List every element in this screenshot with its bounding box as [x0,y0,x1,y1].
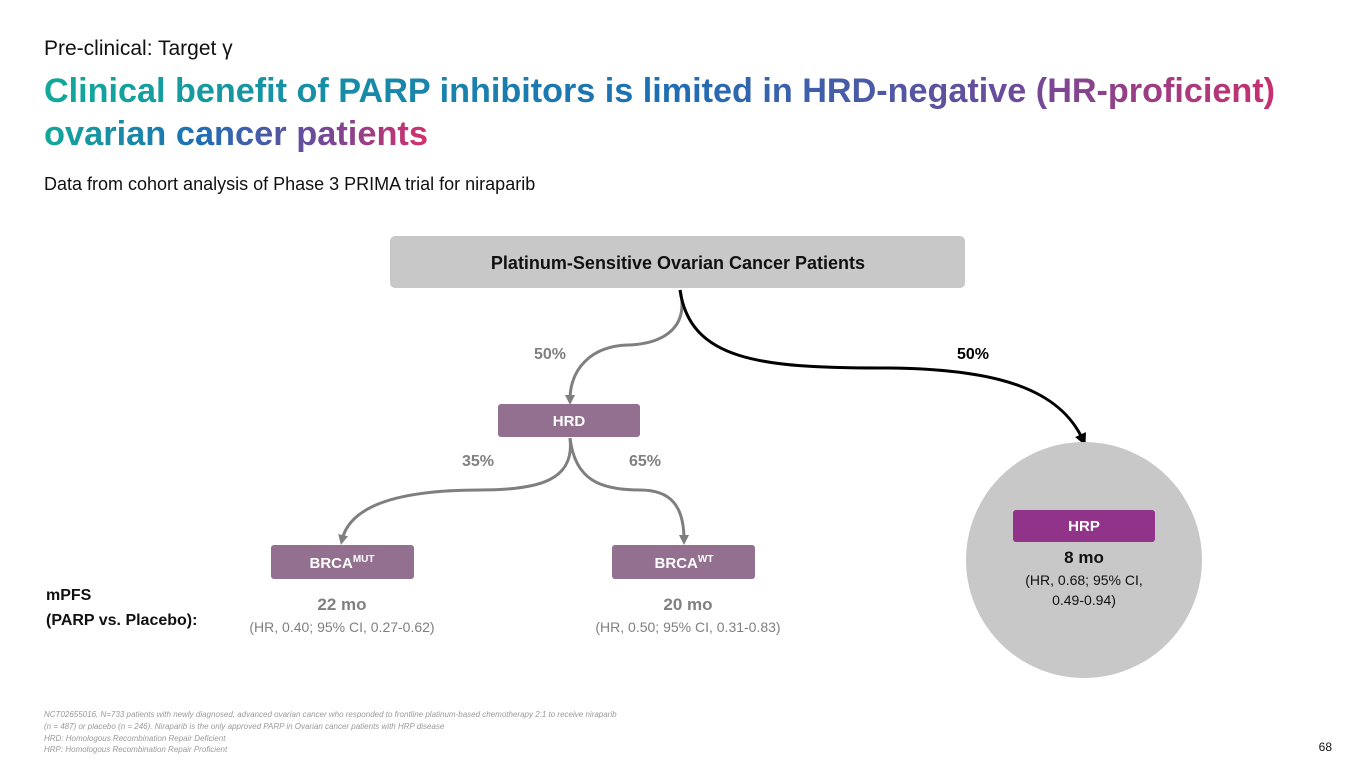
mpfs-label: (PARP vs. Placebo): [46,612,197,629]
share: 65% [629,453,661,470]
edge [565,289,684,405]
title-line: Clinical benefit of PARP inhibitors is l… [44,72,1275,110]
edge [678,289,1086,446]
edge [568,437,689,545]
footnote: (n = 487) or placebo (n = 246). Nirapari… [44,722,445,731]
hrd-label: HRD [553,413,586,430]
hrp-label: HRP [1068,518,1100,535]
brca-mut-box [271,545,414,579]
page-number: 68 [1319,740,1333,754]
label-base: BRCA [309,555,352,572]
root-box [390,236,965,288]
label-base: BRCA [655,555,698,572]
share: 35% [462,453,494,470]
footnote: NCT02655016, N=733 patients with newly d… [44,710,617,719]
footnote: HRD: Homologous Recombination Repair Def… [44,734,226,743]
footnote: HRP: Homologous Recombination Repair Pro… [44,745,228,754]
mpfs-detail: (HR, 0.50; 95% CI, 0.31-0.83) [595,619,780,635]
mpfs-label: mPFS [46,587,92,604]
edge [338,437,572,545]
hrp-box [1013,510,1155,542]
brca-wt-box [612,545,755,579]
share: 50% [957,346,989,363]
hrd-box [498,404,640,437]
root-label: Platinum-Sensitive Ovarian Cancer Patien… [491,253,865,273]
mpfs-value: 20 mo [663,595,712,614]
mpfs-detail: (HR, 0.40; 95% CI, 0.27-0.62) [249,619,434,635]
share: 50% [534,346,566,363]
subtitle: Data from cohort analysis of Phase 3 PRI… [44,174,535,194]
mpfs-value: 22 mo [317,595,366,614]
mpfs-value: 8 mo [1064,548,1104,567]
mpfs-detail: 0.49-0.94) [1052,592,1116,608]
brca-mut-label: BRCAMUT [309,554,374,572]
mpfs-detail: (HR, 0.68; 95% CI, [1025,572,1143,588]
label-sup: WT [698,554,714,565]
hrp-circle [966,442,1202,678]
label-sup: MUT [353,554,375,565]
title-line: ovarian cancer patients [44,115,428,153]
brca-wt-label: BRCAWT [655,554,714,572]
kicker: Pre-clinical: Target γ [44,37,233,60]
